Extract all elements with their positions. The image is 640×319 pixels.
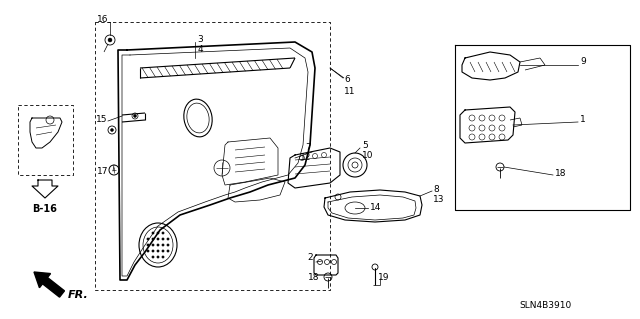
Circle shape [152,250,154,252]
Text: FR.: FR. [68,290,89,300]
Circle shape [147,238,149,240]
Circle shape [157,238,159,240]
FancyArrow shape [34,272,65,297]
Circle shape [167,244,169,246]
Text: 1: 1 [580,115,586,124]
Circle shape [157,232,159,234]
Circle shape [162,250,164,252]
Circle shape [157,250,159,252]
Circle shape [134,115,136,117]
Circle shape [157,256,159,258]
Text: 17: 17 [97,167,108,176]
Text: 10: 10 [362,151,374,160]
Circle shape [167,250,169,252]
Circle shape [152,256,154,258]
Text: 13: 13 [433,196,445,204]
Circle shape [108,38,112,42]
Circle shape [157,244,159,246]
Text: 15: 15 [95,115,107,123]
Text: 7: 7 [305,143,311,152]
Text: 11: 11 [344,86,355,95]
Circle shape [152,238,154,240]
Text: 3: 3 [197,35,203,44]
Text: 19: 19 [378,273,390,283]
Text: 9: 9 [580,57,586,66]
Circle shape [152,244,154,246]
Text: B-16: B-16 [33,204,58,214]
Text: 5: 5 [362,140,368,150]
Text: 4: 4 [197,46,203,55]
Circle shape [162,238,164,240]
Text: 12: 12 [300,152,311,161]
Circle shape [162,244,164,246]
Circle shape [167,238,169,240]
Text: 14: 14 [370,203,381,211]
Circle shape [162,256,164,258]
Text: 16: 16 [97,16,108,25]
Circle shape [147,244,149,246]
Text: SLN4B3910: SLN4B3910 [519,301,571,310]
Text: 18: 18 [308,272,320,281]
Text: 2: 2 [307,254,313,263]
Circle shape [152,232,154,234]
Circle shape [162,232,164,234]
Text: 6: 6 [344,76,349,85]
Text: 18: 18 [555,168,566,177]
Circle shape [111,129,113,131]
Circle shape [147,250,149,252]
Text: 8: 8 [433,186,439,195]
